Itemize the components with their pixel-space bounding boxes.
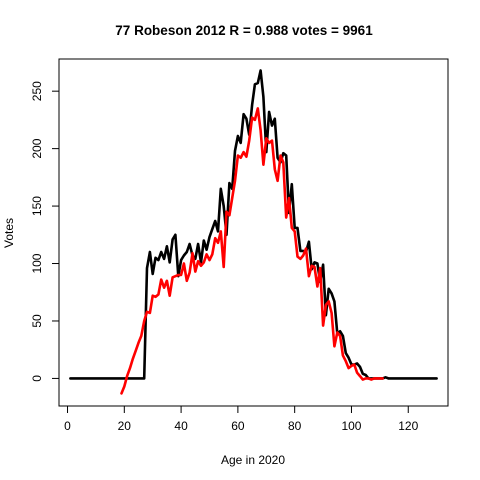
axis-ticks: 0 20 40 60 80 100 120 0 50 100 150 200 250 [30, 81, 419, 433]
x-tick-label: 100 [341, 419, 361, 433]
series-line-1 [69, 69, 438, 380]
series-line-2 [120, 107, 385, 395]
x-tick-label: 120 [398, 419, 418, 433]
chart-title: 77 Robeson 2012 R = 0.988 votes = 9961 [115, 23, 373, 38]
y-tick-label: 250 [30, 81, 44, 101]
x-tick-label: 60 [231, 419, 245, 433]
x-axis-label: Age in 2020 [221, 453, 285, 467]
y-tick-label: 200 [30, 138, 44, 158]
x-tick-label: 0 [64, 419, 71, 433]
y-tick-label: 50 [30, 314, 44, 328]
x-tick-label: 80 [288, 419, 302, 433]
y-tick-label: 100 [30, 253, 44, 273]
series-lines [69, 69, 438, 395]
y-tick-label: 150 [30, 196, 44, 216]
y-axis-label: Votes [2, 218, 16, 248]
plot-box [58, 58, 449, 407]
y-tick-label: 0 [30, 375, 44, 382]
x-tick-label: 20 [118, 419, 132, 433]
x-tick-label: 40 [174, 419, 188, 433]
